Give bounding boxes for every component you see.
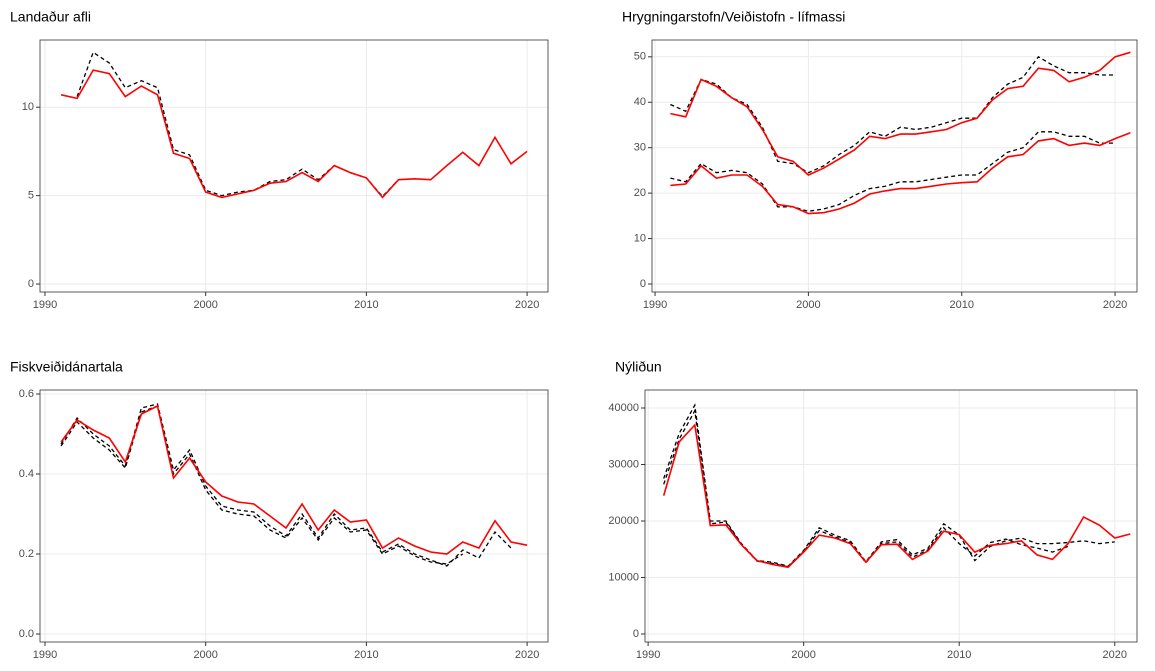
panel-title: Landaður afli bbox=[10, 9, 91, 25]
x-tick-label: 2010 bbox=[947, 649, 971, 661]
panel-border bbox=[644, 389, 1138, 643]
data-line bbox=[670, 131, 1116, 212]
panel-border bbox=[39, 389, 549, 643]
data-line bbox=[662, 423, 1131, 569]
y-tick-label: 0.2 bbox=[19, 548, 34, 560]
y-tick-label: 0.0 bbox=[19, 628, 34, 640]
x-tick-label: 2020 bbox=[515, 649, 539, 661]
x-tick-label: 1990 bbox=[33, 649, 57, 661]
data-line bbox=[76, 51, 399, 198]
y-tick-label: 0.6 bbox=[19, 388, 34, 400]
panel-title: Nýliðun bbox=[615, 359, 662, 375]
y-tick-label: 20000 bbox=[608, 515, 639, 527]
x-tick-label: 2010 bbox=[354, 649, 378, 661]
y-tick-label: 30000 bbox=[608, 458, 639, 470]
data-line bbox=[60, 69, 528, 199]
data-line bbox=[60, 405, 464, 565]
data-line bbox=[670, 55, 1116, 174]
x-tick-label: 1990 bbox=[636, 649, 660, 661]
y-tick-label: 10 bbox=[22, 101, 34, 113]
y-tick-label: 10000 bbox=[608, 571, 639, 583]
data-line bbox=[663, 403, 1115, 567]
y-tick-label: 40000 bbox=[608, 402, 639, 414]
x-tick-label: 2000 bbox=[193, 649, 217, 661]
y-tick-label: 5 bbox=[28, 190, 34, 202]
data-line bbox=[663, 408, 1069, 568]
panel-border bbox=[39, 39, 549, 293]
x-tick-label: 2010 bbox=[354, 299, 378, 311]
x-tick-label: 2010 bbox=[949, 299, 973, 311]
x-tick-label: 2020 bbox=[515, 299, 539, 311]
x-tick-label: 2000 bbox=[796, 299, 820, 311]
panel-title: Fiskveiðidánartala bbox=[10, 359, 123, 375]
y-tick-label: 0 bbox=[28, 278, 34, 290]
y-tick-label: 0.4 bbox=[19, 468, 34, 480]
y-tick-label: 10 bbox=[634, 232, 646, 244]
y-tick-label: 40 bbox=[634, 96, 646, 108]
data-line bbox=[670, 131, 1131, 215]
panel-title: Hrygningarstofn/Veiðistofn - lífmassi bbox=[622, 9, 845, 25]
x-tick-label: 1990 bbox=[33, 299, 57, 311]
y-tick-label: 50 bbox=[634, 51, 646, 63]
data-line bbox=[670, 51, 1131, 176]
y-tick-label: 20 bbox=[634, 187, 646, 199]
x-tick-label: 1990 bbox=[643, 299, 667, 311]
x-tick-label: 2000 bbox=[193, 299, 217, 311]
x-tick-label: 2020 bbox=[1103, 299, 1127, 311]
x-tick-label: 2020 bbox=[1103, 649, 1127, 661]
panel-border bbox=[651, 39, 1138, 293]
x-tick-label: 2000 bbox=[791, 649, 815, 661]
data-line bbox=[60, 404, 528, 555]
data-line bbox=[60, 403, 512, 567]
y-tick-label: 0 bbox=[633, 628, 639, 640]
y-tick-label: 0 bbox=[640, 278, 646, 290]
y-tick-label: 30 bbox=[634, 142, 646, 154]
